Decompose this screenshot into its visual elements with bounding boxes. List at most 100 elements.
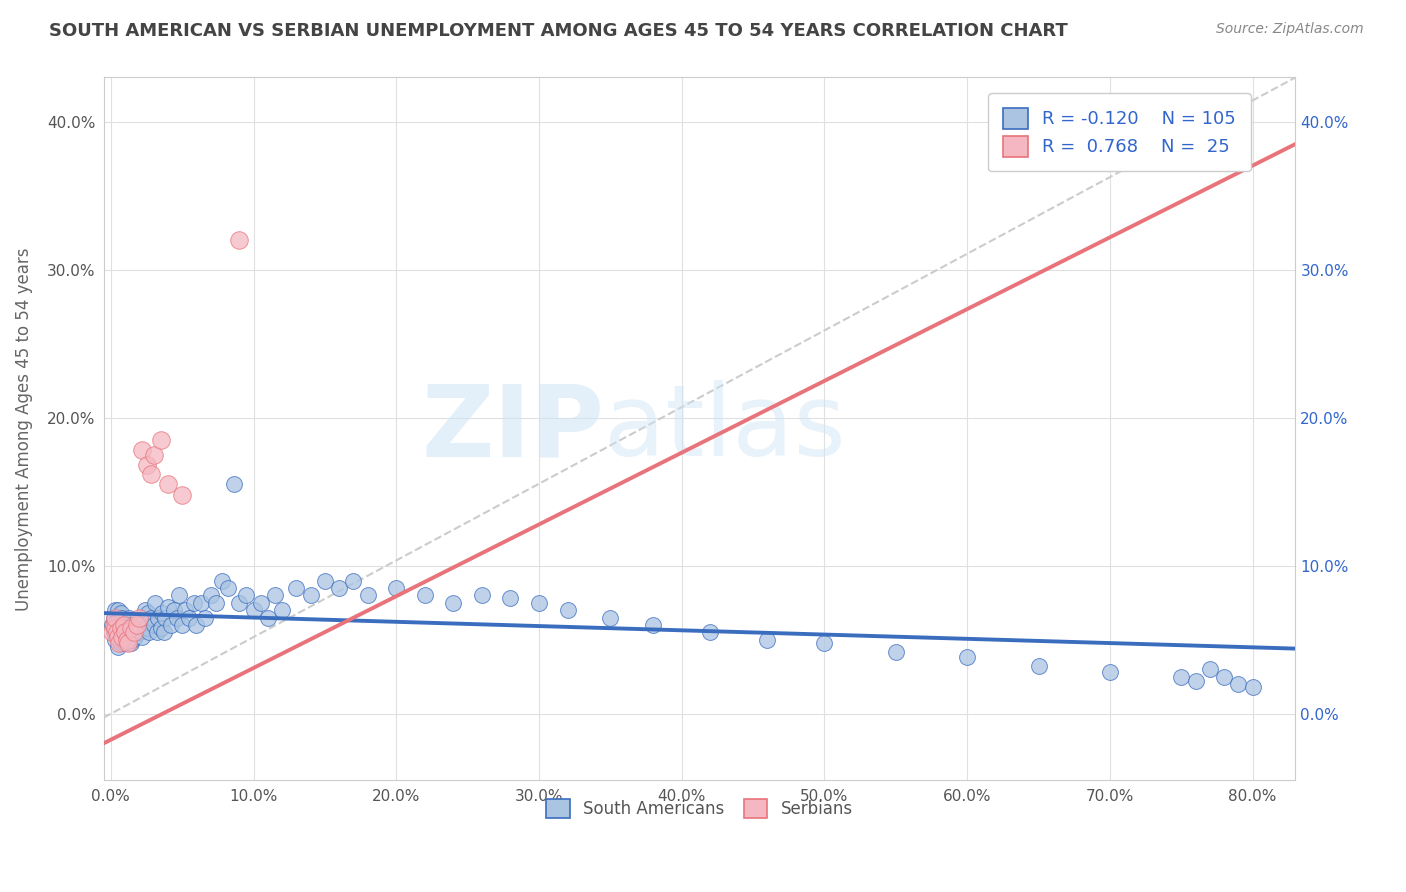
Point <box>105 618 128 632</box>
Point <box>104 610 127 624</box>
Point <box>104 621 127 635</box>
Point <box>643 618 665 632</box>
Point <box>956 650 979 665</box>
Point <box>441 596 464 610</box>
Point <box>135 621 157 635</box>
Point <box>194 610 217 624</box>
Point <box>169 588 191 602</box>
Point <box>156 477 179 491</box>
Point <box>118 610 141 624</box>
Y-axis label: Unemployment Among Ages 45 to 54 years: Unemployment Among Ages 45 to 54 years <box>15 247 32 611</box>
Point <box>107 630 129 644</box>
Point <box>699 625 721 640</box>
Point <box>884 644 907 658</box>
Point <box>222 477 245 491</box>
Point <box>328 581 350 595</box>
Point <box>121 632 143 647</box>
Point <box>249 596 271 610</box>
Point <box>1098 665 1121 680</box>
Point <box>135 458 157 472</box>
Point <box>112 618 135 632</box>
Point <box>145 625 167 640</box>
Point <box>117 618 139 632</box>
Point <box>139 467 162 481</box>
Point <box>235 588 257 602</box>
Point <box>413 588 436 602</box>
Point <box>285 581 308 595</box>
Point <box>101 625 124 640</box>
Point <box>1213 670 1236 684</box>
Point <box>112 625 135 640</box>
Point <box>115 630 138 644</box>
Point <box>108 625 131 640</box>
Point <box>357 588 380 602</box>
Point <box>120 621 142 635</box>
Point <box>120 621 142 635</box>
Point <box>114 621 136 635</box>
Point <box>385 581 408 595</box>
Point <box>136 606 159 620</box>
Text: SOUTH AMERICAN VS SERBIAN UNEMPLOYMENT AMONG AGES 45 TO 54 YEARS CORRELATION CHA: SOUTH AMERICAN VS SERBIAN UNEMPLOYMENT A… <box>49 22 1069 40</box>
Point <box>228 233 250 247</box>
Point <box>114 636 136 650</box>
Point <box>342 574 364 588</box>
Point <box>127 621 149 635</box>
Point <box>813 636 835 650</box>
Legend: South Americans, Serbians: South Americans, Serbians <box>540 792 859 825</box>
Text: atlas: atlas <box>605 380 846 477</box>
Point <box>110 621 132 635</box>
Point <box>1028 659 1050 673</box>
Point <box>142 618 165 632</box>
Point <box>111 630 134 644</box>
Point <box>103 610 125 624</box>
Point <box>138 625 160 640</box>
Point <box>205 596 228 610</box>
Point <box>115 632 138 647</box>
Point <box>121 618 143 632</box>
Point <box>105 625 128 640</box>
Point <box>107 640 129 654</box>
Point <box>149 433 172 447</box>
Point <box>183 596 205 610</box>
Point <box>122 625 145 640</box>
Point <box>599 610 621 624</box>
Point <box>163 603 186 617</box>
Point <box>107 603 129 617</box>
Point <box>125 618 148 632</box>
Point <box>131 630 153 644</box>
Point <box>110 606 132 620</box>
Point <box>104 632 127 647</box>
Point <box>179 610 201 624</box>
Point <box>557 603 579 617</box>
Point <box>211 574 233 588</box>
Point <box>143 596 166 610</box>
Point <box>166 610 188 624</box>
Point <box>314 574 336 588</box>
Point <box>101 618 124 632</box>
Point <box>1198 662 1220 676</box>
Point <box>152 625 174 640</box>
Point <box>104 603 127 617</box>
Point <box>103 625 125 640</box>
Point <box>1184 674 1206 689</box>
Point <box>117 632 139 647</box>
Point <box>756 632 779 647</box>
Point <box>114 625 136 640</box>
Point <box>108 610 131 624</box>
Point <box>299 588 322 602</box>
Point <box>107 618 129 632</box>
Point <box>128 610 150 624</box>
Point <box>118 625 141 640</box>
Point <box>111 610 134 624</box>
Point <box>200 588 222 602</box>
Point <box>124 630 146 644</box>
Point <box>159 618 181 632</box>
Point <box>129 610 152 624</box>
Point <box>186 618 208 632</box>
Point <box>174 603 197 617</box>
Text: ZIP: ZIP <box>422 380 605 477</box>
Point <box>471 588 494 602</box>
Point <box>134 603 156 617</box>
Point <box>105 625 128 640</box>
Point <box>111 632 134 647</box>
